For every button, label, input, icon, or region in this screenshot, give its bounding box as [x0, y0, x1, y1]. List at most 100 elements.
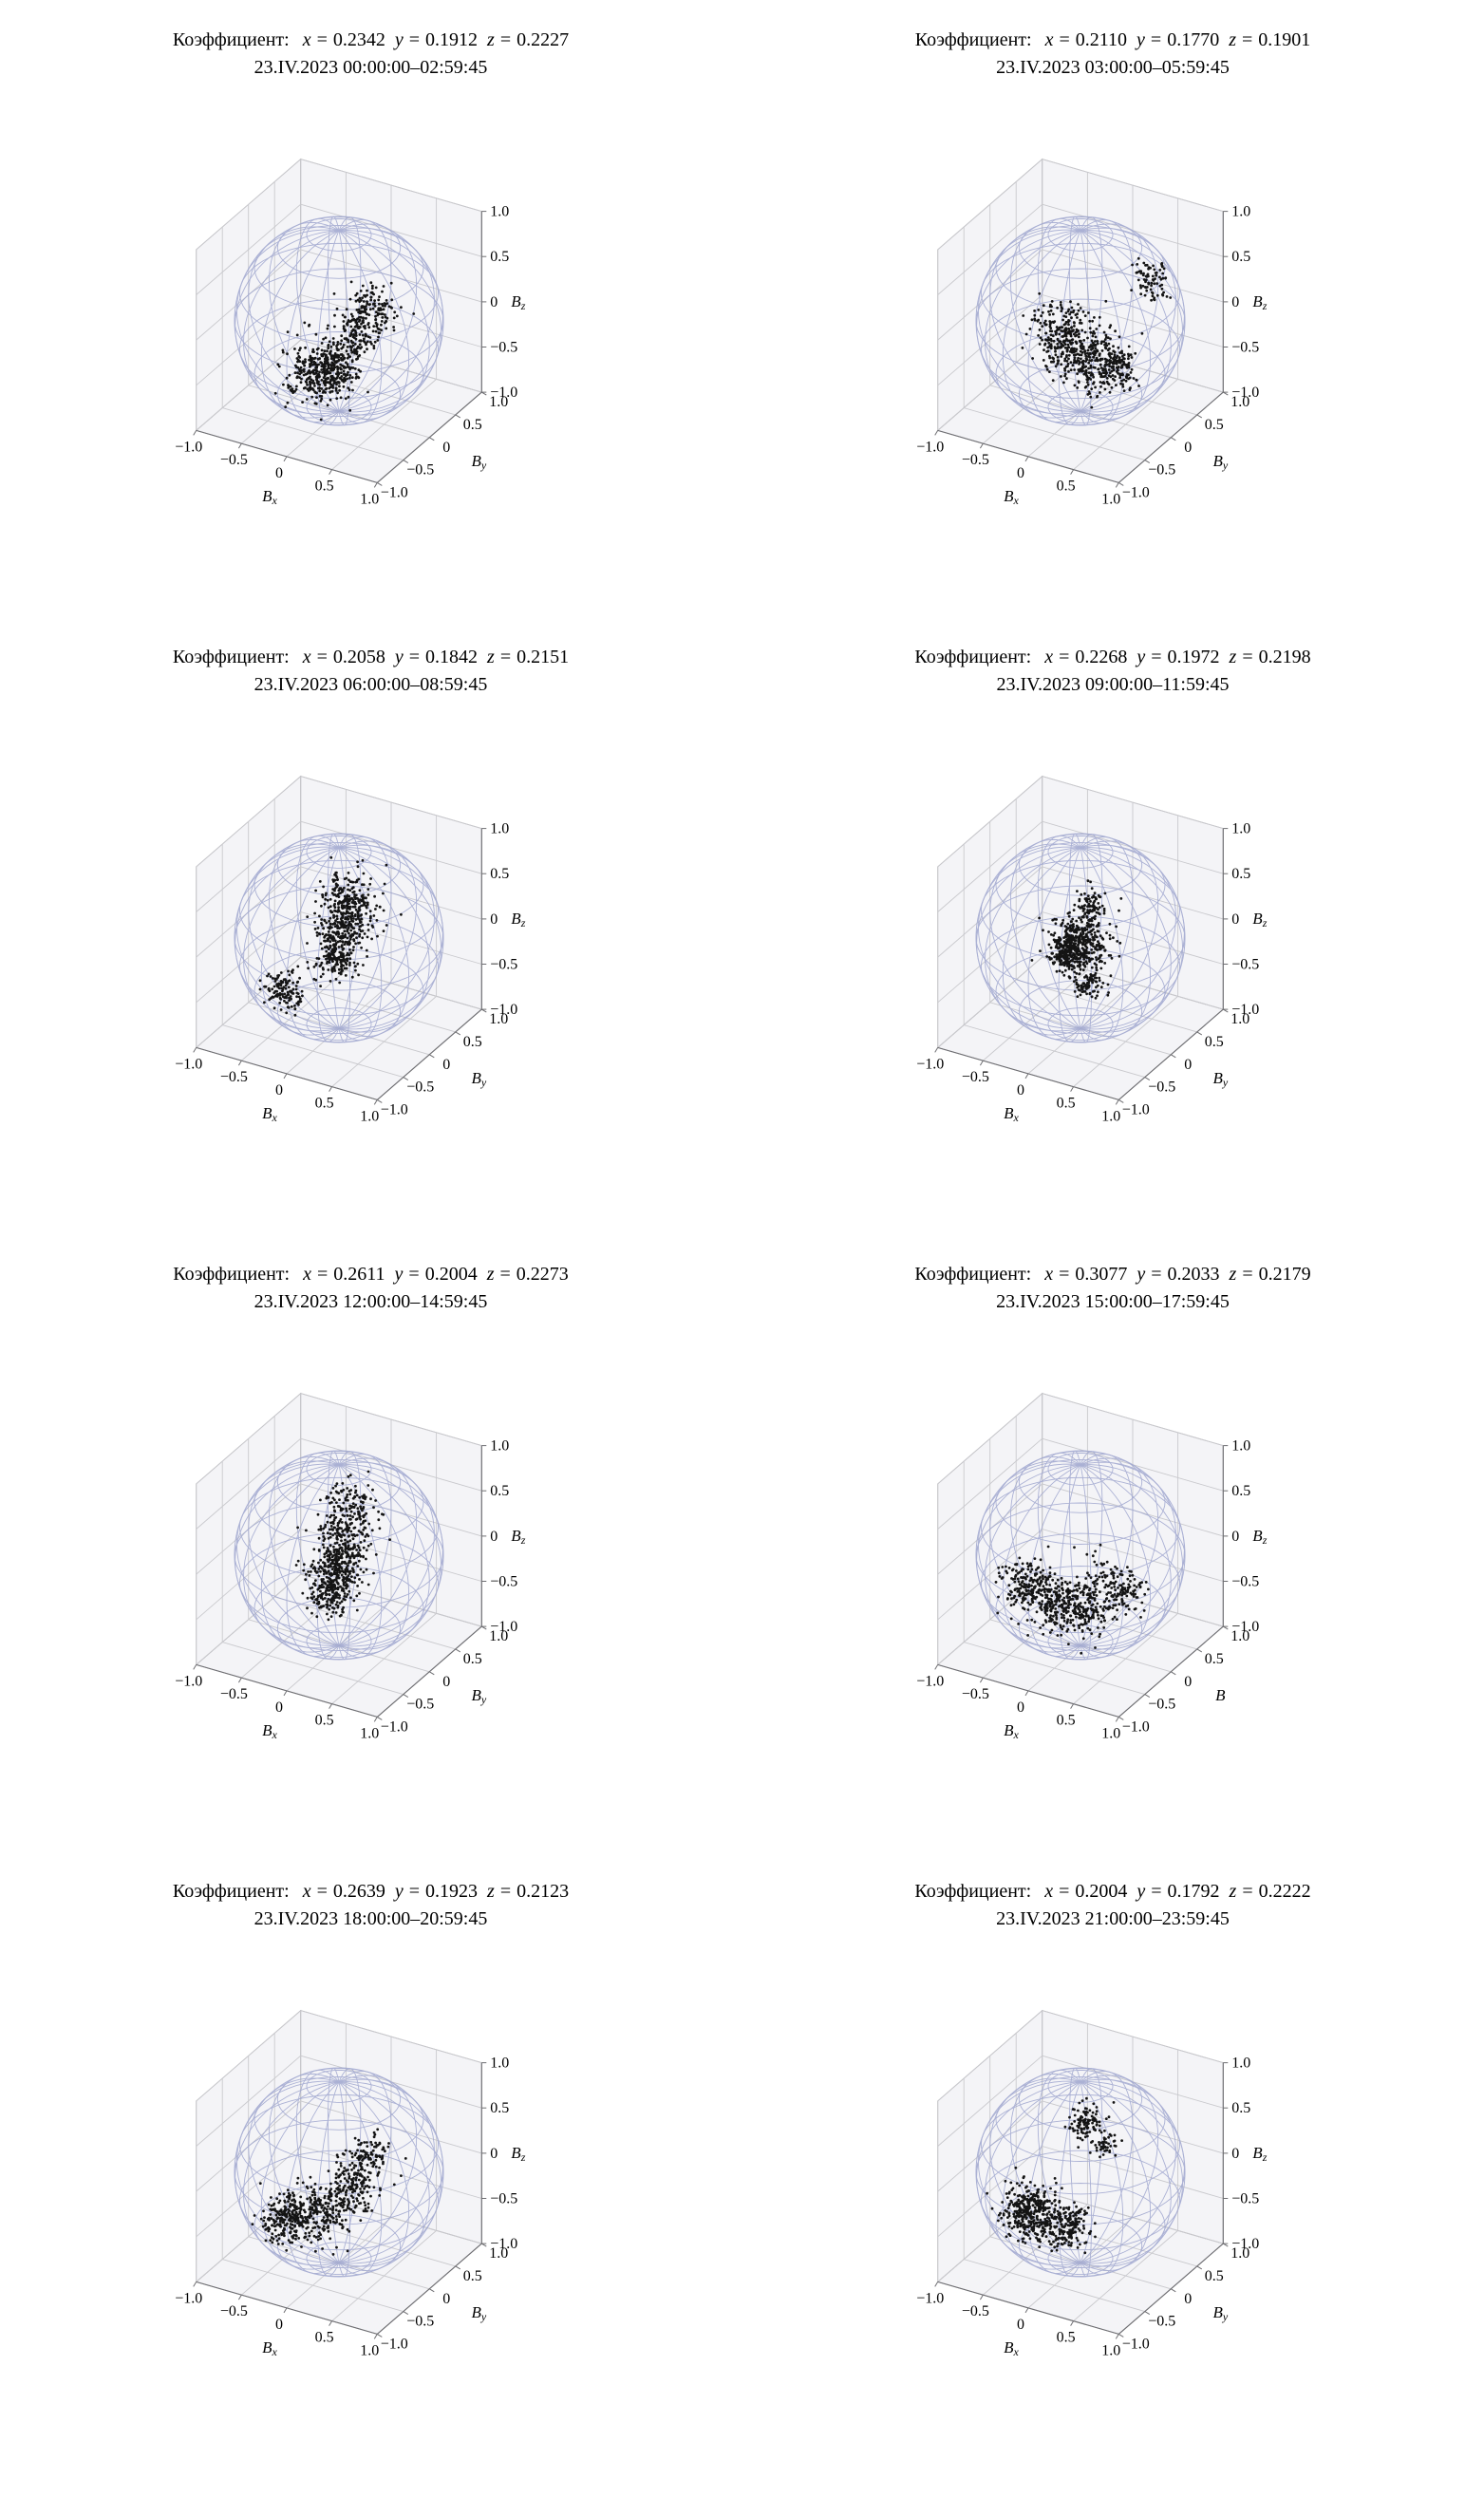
tick-marks [934, 2062, 1229, 2339]
coef-y-value: 0.1972 [1167, 647, 1220, 667]
coef-y-name: y [1136, 647, 1146, 667]
svg-text:1.0: 1.0 [490, 204, 509, 220]
axis-panes [936, 1392, 1225, 1718]
x-axis-label: Bx [262, 487, 277, 507]
coef-x-value: 0.2342 [332, 29, 385, 50]
svg-text:0.5: 0.5 [1057, 1713, 1076, 1729]
svg-text:0: 0 [1017, 465, 1024, 481]
x-axis-label: Bx [1004, 2338, 1019, 2358]
x-axis-label: Bx [262, 2338, 277, 2358]
tick-labels: −1.0−1.0−1.0−0.5−0.5−0.50000.50.50.51.01… [916, 821, 1259, 1125]
z-axis-label: Bz [511, 1527, 525, 1547]
svg-text:0: 0 [490, 1529, 498, 1545]
x-axis-label: Bx [1004, 1721, 1019, 1741]
subplot-datetime: 23.IV.2023 21:00:00–23:59:45 [996, 1908, 1230, 1929]
y-axis-label: By [1212, 452, 1228, 472]
coef-x-value: 0.2004 [1075, 1881, 1128, 1902]
coef-z-name: z [1229, 647, 1237, 667]
coef-x-name: x [1044, 1881, 1054, 1902]
coef-z-value: 0.2227 [517, 29, 570, 50]
coef-z-value: 0.2123 [517, 1881, 570, 1902]
subplot-title: Коэффициент: x = 0.2268 y = 0.1972 z = 0.2198 23.… [914, 644, 1310, 699]
coef-y-value: 0.1792 [1167, 1881, 1220, 1902]
coef-z-name: z [487, 647, 495, 667]
svg-text:1.0: 1.0 [1230, 1011, 1249, 1027]
subplot-title: Коэффициент: x = 0.2110 y = 0.1770 z = 0.1901 23.… [915, 27, 1311, 82]
coef-x-value: 0.2639 [332, 1881, 385, 1902]
coef-x-value: 0.3077 [1075, 1264, 1128, 1285]
coef-y-value: 0.2033 [1167, 1264, 1220, 1285]
svg-text:0: 0 [490, 2146, 498, 2162]
subplot-title: Коэффициент: x = 0.2342 y = 0.1912 z = 0.2227 23.… [173, 27, 569, 82]
svg-text:−0.5: −0.5 [219, 452, 247, 468]
sphere-wireframe [975, 2067, 1186, 2278]
scatter3d-plot: −1.0−1.0−1.0−0.5−0.5−0.50000.50.50.51.01… [916, 2009, 1268, 2359]
subplot-title: Коэффициент: x = 0.2611 y = 0.2004 z = 0.2273 23.… [173, 1261, 569, 1316]
svg-text:0.5: 0.5 [1205, 1651, 1224, 1667]
z-axis-label: Bz [1252, 1527, 1267, 1547]
svg-text:0.5: 0.5 [1205, 417, 1224, 433]
coefficients-line: Коэффициент: x = 0.2110 y = 0.1770 z = 0.1901 [915, 27, 1311, 54]
svg-text:1.0: 1.0 [1101, 1108, 1120, 1124]
svg-text:0: 0 [1184, 1674, 1192, 1690]
subplot-datetime: 23.IV.2023 15:00:00–17:59:45 [996, 1291, 1230, 1312]
coef-x-value: 0.2058 [332, 647, 385, 667]
tick-labels: −1.0−1.0−1.0−0.5−0.5−0.50000.50.50.51.01… [916, 2056, 1259, 2359]
coef-x-name: x [302, 29, 311, 50]
svg-text:0.5: 0.5 [1057, 1096, 1076, 1112]
tick-labels: −1.0−1.0−1.0−0.5−0.5−0.50000.50.50.51.01… [175, 1438, 517, 1742]
coef-z-value: 0.2179 [1258, 1264, 1311, 1285]
y-axis-label: By [471, 1686, 486, 1706]
svg-text:0.5: 0.5 [462, 417, 481, 433]
coef-label: Коэффициент: [914, 647, 1032, 667]
sphere-wireframe [234, 216, 443, 426]
svg-text:−1.0: −1.0 [1231, 1002, 1259, 1018]
coef-z-value: 0.1901 [1258, 29, 1311, 50]
equals-sign: = [408, 1264, 420, 1285]
tick-marks [192, 211, 487, 488]
subplot-datetime: 23.IV.2023 00:00:00–02:59:45 [254, 57, 488, 78]
z-axis-label: Bz [511, 910, 525, 929]
subplot-grid: Коэффициент: x = 0.2342 y = 0.1912 z = 0.2227 23.… [0, 15, 1484, 2484]
subplot-title: Коэффициент: x = 0.2058 y = 0.1842 z = 0.2151 23.… [173, 644, 569, 699]
svg-text:−0.5: −0.5 [406, 1697, 434, 1713]
coef-z-value: 0.2198 [1258, 647, 1311, 667]
scatter3d-plot: −1.0−1.0−1.0−0.5−0.5−0.50000.50.50.51.01… [916, 775, 1268, 1125]
subplot-datetime: 23.IV.2023 12:00:00–14:59:45 [254, 1291, 488, 1312]
svg-text:0: 0 [1231, 911, 1239, 928]
equals-sign: = [1150, 29, 1162, 50]
svg-text:1.0: 1.0 [1231, 821, 1250, 837]
svg-text:0: 0 [442, 1057, 450, 1073]
equals-sign: = [499, 1264, 511, 1285]
svg-text:−1.0: −1.0 [490, 1619, 517, 1635]
equals-sign: = [316, 29, 328, 50]
coef-y-name: y [1136, 1264, 1146, 1285]
svg-text:−0.5: −0.5 [1231, 1574, 1259, 1590]
axis-titles: Bx By Bz [1004, 292, 1268, 507]
axis-panes [195, 2009, 482, 2335]
coef-label: Коэффициент: [172, 647, 290, 667]
svg-text:1.0: 1.0 [489, 1628, 508, 1644]
svg-text:−1.0: −1.0 [490, 2236, 517, 2252]
tick-marks [192, 2062, 487, 2339]
svg-text:0.5: 0.5 [314, 1713, 333, 1729]
svg-text:−1.0: −1.0 [175, 439, 202, 455]
equals-sign: = [1242, 1264, 1253, 1285]
subplot-datetime: 23.IV.2023 03:00:00–05:59:45 [996, 57, 1230, 78]
svg-text:1.0: 1.0 [1101, 491, 1120, 507]
svg-text:0.5: 0.5 [1231, 249, 1250, 265]
coefficients-line: Коэффициент: x = 0.3077 y = 0.2033 z = 0.2179 [914, 1261, 1310, 1288]
equals-sign: = [1059, 647, 1070, 667]
tick-marks [934, 828, 1229, 1105]
tick-marks [192, 1445, 487, 1722]
equals-sign: = [316, 647, 328, 667]
coef-y-value: 0.2004 [424, 1264, 478, 1285]
equals-sign: = [1059, 1264, 1070, 1285]
svg-text:−1.0: −1.0 [175, 2290, 202, 2306]
x-axis-label: Bx [1004, 487, 1019, 507]
coefficients-line: Коэффициент: x = 0.2268 y = 0.1972 z = 0.2198 [914, 644, 1310, 671]
coef-x-value: 0.2611 [333, 1264, 385, 1285]
svg-text:−0.5: −0.5 [1231, 957, 1259, 973]
subplot: Коэффициент: x = 0.2342 y = 0.1912 z = 0.2227 23.… [0, 15, 742, 632]
tick-labels: −1.0−1.0−1.0−0.5−0.5−0.50000.50.50.51.01… [916, 1438, 1259, 1742]
